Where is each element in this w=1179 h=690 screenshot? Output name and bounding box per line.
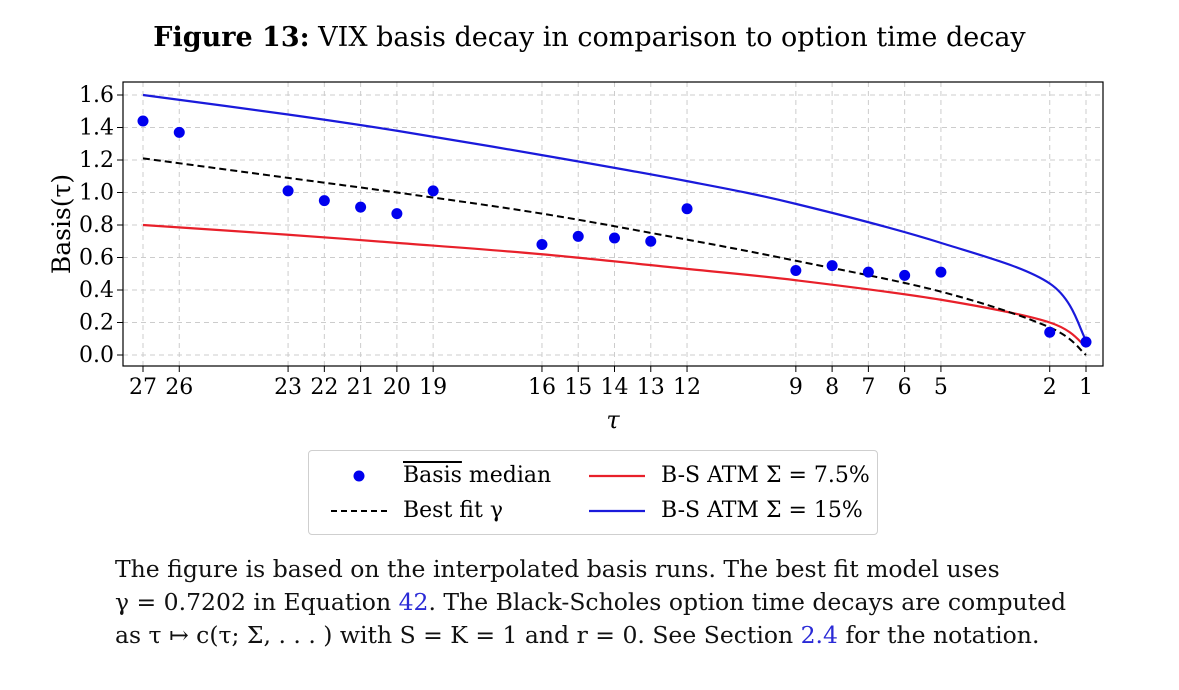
grid (123, 82, 1103, 366)
median-point (391, 208, 403, 220)
legend-best-fit-label: Best fit γ (403, 498, 503, 523)
caption-line-3-text-end: for the notation. (837, 621, 1040, 649)
median-point (282, 185, 294, 197)
legend-item-bs-high: B-S ATM Σ = 15% (587, 498, 863, 523)
section-link[interactable]: 2.4 (800, 621, 838, 649)
caption-line-3-text: as τ ↦ c(τ; Σ, . . . ) with S = K = 1 an… (115, 621, 801, 649)
legend-line-bs-high (589, 509, 645, 512)
x-tick-label: 23 (274, 375, 302, 400)
ticks: 27 26 23 22 21 20 19 16 15 14 13 12 9 8 7 6 5 2 10.00.20.4… (79, 83, 1093, 400)
x-tick-label: 5 (934, 375, 948, 400)
x-tick-label: 20 (383, 375, 411, 400)
x-tick-label: 27 (129, 375, 157, 400)
best-fit-line (142, 157, 1087, 356)
caption-line-2-text: γ = 0.7202 in Equation (115, 588, 399, 616)
figure-label: Figure 13: (153, 22, 310, 53)
bs-high-line (142, 93, 1087, 341)
caption-line-1: The figure is based on the interpolated … (115, 555, 1000, 583)
median-point (536, 239, 548, 250)
legend-median-label: median (461, 463, 552, 488)
figure-title: Figure 13: VIX basis decay in comparison… (0, 22, 1179, 53)
median-point (826, 260, 838, 272)
median-point (137, 115, 149, 127)
median-point (427, 185, 439, 197)
caption-line-2-text-end: . The Black-Scholes option time decays a… (428, 588, 1067, 616)
y-tick-label: 0.8 (79, 213, 114, 238)
x-tick-label: 2 (1043, 375, 1057, 400)
x-tick-label: 16 (528, 375, 556, 400)
caption-line-2: γ = 0.7202 in Equation 42. The Black-Sch… (115, 586, 1075, 619)
caption-line-3: as τ ↦ c(τ; Σ, . . . ) with S = K = 1 an… (115, 619, 1075, 652)
median-point (645, 235, 657, 247)
x-tick-label: 22 (310, 375, 338, 400)
median-point (1044, 326, 1056, 338)
x-tick-label: 19 (419, 375, 447, 400)
legend-item-median: Basis median (329, 463, 551, 488)
legend: Basis median Best fit γ B-S ATM Σ = 7.5%… (308, 450, 878, 535)
x-tick-label: 6 (898, 375, 912, 400)
x-tick-label: 21 (347, 375, 375, 400)
equation-link[interactable]: 42 (398, 588, 429, 616)
y-tick-label: 1.6 (79, 83, 114, 108)
plot-frame (122, 81, 1104, 367)
figure-title-text: VIX basis decay in comparison to option … (318, 22, 1026, 53)
y-tick-label: 0.6 (79, 246, 114, 271)
legend-median-overline: Basis (403, 463, 462, 488)
x-tick-label: 13 (637, 375, 665, 400)
x-tick-label: 7 (861, 375, 875, 400)
median-point (173, 126, 185, 138)
legend-item-bs-low: B-S ATM Σ = 7.5% (587, 463, 870, 488)
legend-line-bs-low (589, 474, 645, 477)
legend-bs-low-label: B-S ATM Σ = 7.5% (661, 463, 870, 488)
y-tick-label: 0.2 (79, 311, 114, 336)
median-point (790, 265, 802, 276)
median-point (935, 266, 947, 278)
x-tick-label: 14 (601, 375, 629, 400)
figure-caption: The figure is based on the interpolated … (115, 553, 1075, 652)
legend-marker-median (353, 470, 365, 481)
x-axis-label: τ (606, 406, 620, 434)
x-tick-label: 26 (165, 375, 193, 400)
legend-line-best-fit (331, 509, 387, 512)
median-point (609, 232, 620, 244)
bs-low-line (142, 223, 1087, 348)
x-tick-label: 12 (673, 375, 701, 400)
legend-item-best-fit: Best fit γ (329, 498, 503, 523)
median-point (355, 201, 367, 213)
x-tick-label: 1 (1079, 375, 1093, 400)
y-tick-label: 0.0 (79, 343, 114, 368)
x-tick-label: 8 (825, 375, 839, 400)
chart: 27 26 23 22 21 20 19 16 15 14 13 12 9 8 7 6 5 2 10.00.20.4… (47, 81, 1104, 434)
x-tick-label: 9 (789, 375, 803, 400)
legend-bs-high-label: B-S ATM Σ = 15% (661, 498, 863, 523)
median-point (681, 203, 693, 215)
y-tick-label: 0.4 (79, 278, 114, 303)
series-layer (137, 93, 1092, 356)
x-tick-label: 15 (564, 375, 592, 400)
y-tick-label: 1.0 (79, 181, 114, 206)
median-point (572, 230, 584, 242)
median-point (862, 266, 874, 278)
median-point (1080, 336, 1092, 348)
y-tick-label: 1.2 (79, 148, 114, 173)
median-point (899, 269, 911, 281)
median-point (318, 195, 330, 207)
y-tick-label: 1.4 (79, 116, 114, 141)
y-axis-label: Basis(τ) (47, 174, 76, 274)
